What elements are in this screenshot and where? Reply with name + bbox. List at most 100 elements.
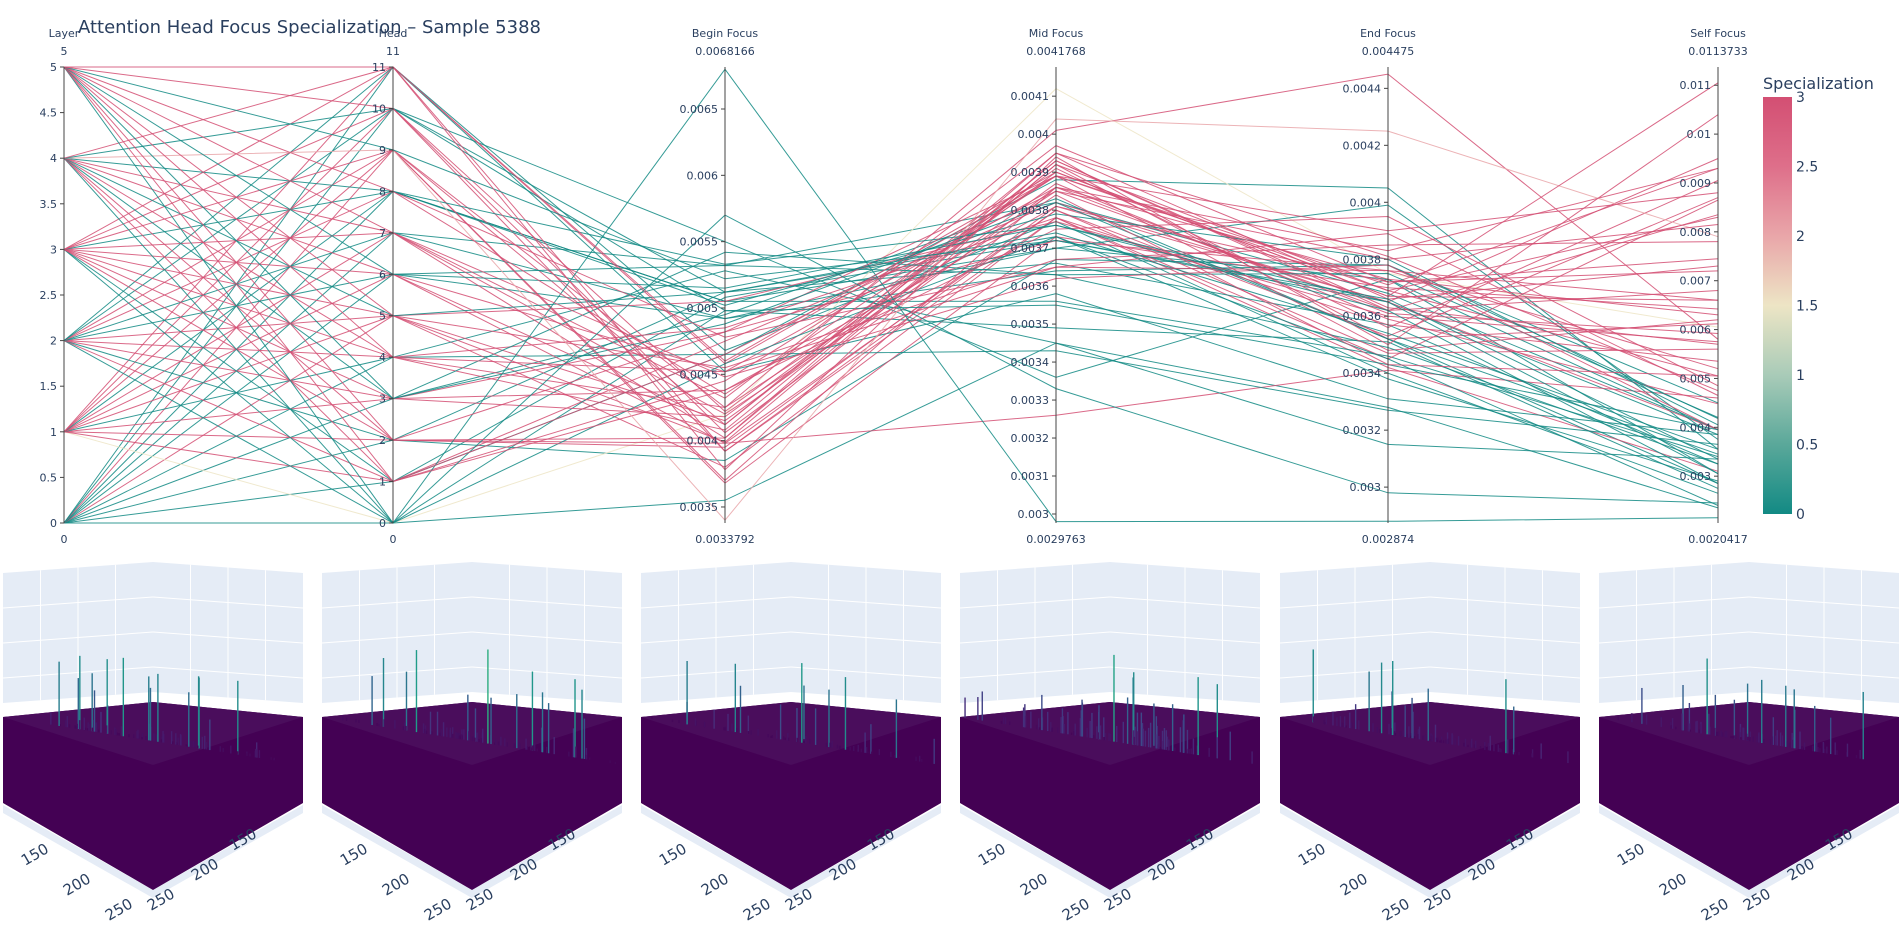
- parcoords-line[interactable]: [63, 369, 1719, 444]
- tick-label: 0.0041: [1011, 90, 1050, 103]
- tick-label: 0.003: [1350, 481, 1382, 494]
- tick-label: 0.0034: [1343, 367, 1382, 380]
- axis-begin-focus[interactable]: Begin Focus 0.0068166 0.0033792 0.0035 0.004…: [680, 27, 759, 546]
- parcoords-line[interactable]: [63, 66, 1719, 362]
- parcoords-line[interactable]: [63, 68, 1719, 524]
- axis-self-focus[interactable]: Self Focus 0.0113733 0.0020417 0.003 0.004 0.…: [1680, 27, 1748, 546]
- parcoords-line[interactable]: [63, 66, 1719, 460]
- axis-title: Head: [379, 27, 408, 40]
- parcoords-line[interactable]: [63, 190, 1719, 433]
- grid-line: [1598, 631, 1750, 644]
- parcoords-line[interactable]: [63, 197, 1719, 444]
- parcoords-line[interactable]: [63, 66, 1719, 524]
- surface-axis-tick: 250: [1059, 895, 1093, 925]
- parcoords-line[interactable]: [64, 342, 1719, 524]
- parcoords-line[interactable]: [63, 66, 1719, 484]
- parcoords-line[interactable]: [63, 73, 1719, 409]
- surface-base: [1280, 702, 1580, 890]
- tick-label: 0.0045: [680, 368, 719, 381]
- surface-axis-tick: 150: [337, 840, 371, 870]
- surface-axis-tick: 200: [1017, 870, 1051, 900]
- parcoords-line[interactable]: [63, 149, 1719, 524]
- grid-line: [152, 631, 304, 644]
- surface-top: [641, 702, 941, 765]
- parcoords-line[interactable]: [63, 107, 1719, 413]
- grid-line: [640, 631, 792, 644]
- parcoords-line[interactable]: [63, 220, 1719, 343]
- tick-label: 0.0036: [1343, 310, 1382, 323]
- tick-label: 0.003: [1680, 470, 1712, 483]
- parcoords-line[interactable]: [63, 157, 1719, 431]
- surface-top: [322, 702, 622, 765]
- parcoords-line[interactable]: [63, 66, 1719, 373]
- surface-axis-tick: 200: [1337, 870, 1371, 900]
- parcoords-line[interactable]: [63, 236, 1719, 524]
- axis-end-focus[interactable]: End Focus 0.004475 0.002874 0.003 0.0032 0.00…: [1343, 27, 1417, 546]
- axis-layer[interactable]: Layer 5 00 0.5 1 1.5 2 2.5 3 3.5 4 4.5 5: [40, 27, 80, 546]
- tick-label: 1: [379, 476, 386, 489]
- tick-label: 0.004: [1018, 128, 1050, 141]
- tick-label: 0.0032: [1011, 432, 1050, 445]
- tick-label: 0.0039: [1011, 166, 1050, 179]
- parcoords-line[interactable]: [63, 66, 1719, 434]
- parcoords-line[interactable]: [63, 149, 1719, 409]
- parcoords-line[interactable]: [63, 157, 1719, 475]
- parcoords-line[interactable]: [63, 157, 1719, 450]
- parcoords-line[interactable]: [63, 201, 1719, 524]
- surface-axis-tick: 200: [1656, 870, 1690, 900]
- parcoords-line[interactable]: [63, 175, 1719, 483]
- parcoords-line[interactable]: [63, 66, 1719, 441]
- axis-max-label: 0.0068166: [695, 45, 755, 58]
- parcoords-line[interactable]: [64, 66, 1719, 471]
- parcoords-line[interactable]: [63, 145, 1719, 399]
- parcoords-line[interactable]: [63, 198, 1719, 524]
- parcoords-line[interactable]: [63, 107, 1719, 431]
- parcoords-line[interactable]: [63, 217, 1719, 524]
- tick-label: 0.0042: [1343, 139, 1382, 152]
- parcoords-line[interactable]: [63, 262, 1719, 465]
- parcoords-line[interactable]: [63, 66, 1719, 483]
- axis-title: Begin Focus: [692, 27, 759, 40]
- grid-line: [2, 631, 154, 644]
- tick-label: 0.004: [1680, 421, 1712, 434]
- surface-axis-tick: 250: [1698, 895, 1732, 925]
- parcoords-line[interactable]: [63, 66, 1719, 443]
- parcoords-line[interactable]: [63, 107, 1719, 482]
- axis-head[interactable]: Head 11 00 1 2 3 4 5 6 7 8 9 10 11: [372, 27, 407, 546]
- surface-axis-tick: 150: [656, 840, 690, 870]
- parcoords-line[interactable]: [63, 179, 1719, 524]
- surface-axis-tick: 250: [102, 895, 136, 925]
- tick-label: 0.0065: [680, 103, 719, 116]
- tick-label: 0.0055: [680, 236, 719, 249]
- parcoords-line[interactable]: [63, 248, 1719, 483]
- tick-label: 4.5: [40, 107, 58, 120]
- grid-line: [471, 666, 623, 679]
- parcoords-line[interactable]: [63, 87, 1719, 524]
- parcoords-line[interactable]: [63, 167, 1719, 433]
- parcoords-line[interactable]: [63, 157, 1719, 441]
- colorbar-tick: 2.5: [1796, 160, 1818, 176]
- tick-label: 5: [50, 61, 57, 74]
- parcoords-line[interactable]: [63, 107, 1719, 452]
- parcoords-line[interactable]: [63, 66, 1719, 415]
- parcoords-line[interactable]: [63, 66, 1719, 455]
- axis-max-label: 5: [61, 45, 68, 58]
- axis-mid-focus[interactable]: Mid Focus 0.0041768 0.0029763 0.003 0.0031 0.…: [1011, 27, 1086, 546]
- axis-min-label: 0.0033792: [695, 533, 755, 546]
- grid-line: [152, 666, 304, 679]
- parcoords-line[interactable]: [63, 66, 1719, 436]
- parcoords-line[interactable]: [63, 149, 1719, 482]
- parcoords-line[interactable]: [63, 66, 1719, 395]
- colorbar-tick: 2: [1796, 229, 1805, 245]
- parcoords-line[interactable]: [63, 270, 1719, 460]
- parcoords-line[interactable]: [63, 163, 1719, 439]
- axis-title: Mid Focus: [1029, 27, 1084, 40]
- tick-label: 0.5: [40, 471, 58, 484]
- parcoords-line[interactable]: [63, 149, 1719, 484]
